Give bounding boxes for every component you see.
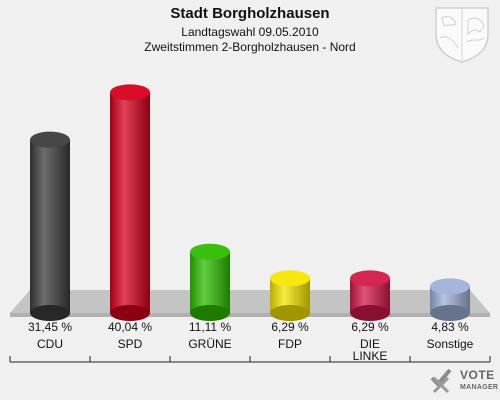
bar-cdu bbox=[30, 131, 70, 321]
category-label: DIE LINKE bbox=[353, 337, 388, 363]
category-label: SPD bbox=[118, 337, 143, 351]
bar-grüne bbox=[190, 243, 230, 321]
chart-title: Stadt Borgholzhausen bbox=[170, 5, 330, 22]
value-label: 6,29 % bbox=[351, 320, 389, 334]
chart-floor bbox=[10, 290, 490, 313]
bar-spd bbox=[110, 84, 150, 321]
category-label: Sonstige bbox=[427, 337, 474, 351]
category-label: CDU bbox=[37, 337, 63, 351]
category-label: GRÜNE bbox=[188, 337, 231, 351]
logo-text-manager: MANAGER bbox=[460, 384, 499, 391]
logo-text-vote: VOTE bbox=[460, 368, 495, 382]
value-label: 6,29 % bbox=[271, 320, 309, 334]
value-label: 4,83 % bbox=[431, 320, 469, 334]
vote-manager-logo bbox=[430, 368, 452, 394]
chart-floor-edge bbox=[10, 313, 490, 317]
category-label: FDP bbox=[278, 337, 302, 351]
bar-sonstige bbox=[430, 278, 470, 321]
value-label: 11,11 % bbox=[189, 320, 232, 334]
value-label: 31,45 % bbox=[28, 320, 72, 334]
chart-subtitle-2: Zweitstimmen 2-Borgholzhausen - Nord bbox=[144, 40, 356, 54]
chart-subtitle: Landtagswahl 09.05.2010 bbox=[181, 25, 319, 39]
value-label: 40,04 % bbox=[108, 320, 152, 334]
bar-die-linke bbox=[350, 270, 390, 321]
bar-fdp bbox=[270, 270, 310, 321]
coat-of-arms-icon bbox=[435, 7, 489, 63]
